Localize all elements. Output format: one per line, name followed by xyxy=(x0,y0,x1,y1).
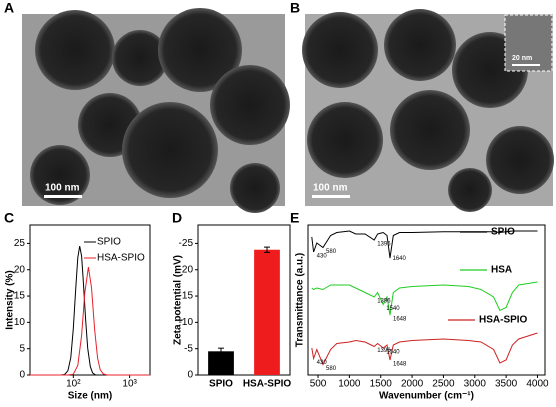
peak-annotation: 1396 xyxy=(377,348,391,354)
legend-label: SPIO xyxy=(97,237,121,248)
x-tick-label: 500 xyxy=(310,379,327,390)
x-tick-label: 10³ xyxy=(122,379,137,390)
tem-image-a: 100 nm xyxy=(22,8,290,213)
legend-label: HSA-SPIO xyxy=(479,315,528,326)
spectrum-line xyxy=(311,230,538,259)
y-tick-label: -10 xyxy=(179,317,194,328)
panel-label: D xyxy=(172,210,182,226)
chart-spectrum: E 500 1000 1500 2000 2500 3000 3500 4000 Wavenumb… xyxy=(290,210,549,402)
chart-line: C 0 5 10 15 20 25 10² 10³ Size (nm) Intensity (%) S… xyxy=(4,210,151,402)
x-tick-label: 2500 xyxy=(432,379,455,390)
x-tick-label: 10² xyxy=(66,379,81,390)
peak-annotation: 580 xyxy=(326,366,337,372)
y-tick-label: -5 xyxy=(184,343,193,354)
y-tick-label: 15 xyxy=(14,291,26,302)
scale-bar-label: 100 nm xyxy=(45,183,80,194)
peak-annotation: 1648 xyxy=(393,362,407,368)
y-tick-label: 0 xyxy=(19,370,25,381)
legend-label: HSA xyxy=(491,265,512,276)
spectrum-line xyxy=(311,281,538,316)
x-tick-label: 3500 xyxy=(495,379,518,390)
x-axis-label: Wavenumber (cm⁻¹) xyxy=(379,391,474,402)
plot-frame xyxy=(29,224,151,376)
peak-annotation: 1396 xyxy=(377,299,391,305)
spectrum-line xyxy=(311,332,538,366)
x-tick-label: HSA-SPIO xyxy=(243,379,292,390)
y-tick-label: -20 xyxy=(179,264,194,275)
y-axis-label: Transmittance (a.u.) xyxy=(295,253,306,347)
series-line xyxy=(30,246,150,376)
y-axis-label: Intensity (%) xyxy=(5,270,16,329)
x-tick-label: 2000 xyxy=(401,379,424,390)
peak-annotation: 1648 xyxy=(393,317,407,323)
panel-label: B xyxy=(290,0,300,16)
legend-label: HSA-SPIO xyxy=(97,253,145,264)
peak-annotation: 430 xyxy=(317,360,328,366)
peak-annotation: 1540 xyxy=(386,306,400,312)
y-tick-label: 20 xyxy=(14,264,26,275)
x-tick-label: SPIO xyxy=(209,379,233,390)
bar xyxy=(254,249,280,375)
y-tick-label: -15 xyxy=(179,291,194,302)
y-axis-label: Zeta potential (mV) xyxy=(173,255,184,345)
y-tick-label: 25 xyxy=(14,238,26,249)
peak-annotation: 1396 xyxy=(377,242,391,248)
plot-frame xyxy=(307,224,546,376)
tem-image-b: 20 nm 100 nm xyxy=(302,9,554,212)
y-tick-label: 0 xyxy=(187,370,193,381)
x-tick-label: 1000 xyxy=(338,379,361,390)
panel-label: E xyxy=(290,210,299,226)
peak-annotation: 430 xyxy=(317,254,328,260)
x-tick-label: 1500 xyxy=(370,379,393,390)
x-tick-label: 3000 xyxy=(464,379,487,390)
chart-bar: D 0 -5 -10 -15 -20 -25 Zeta potential (mV) SPIO H… xyxy=(172,210,291,390)
inset-scale-bar-label: 20 nm xyxy=(512,55,532,62)
peak-annotation: 1540 xyxy=(386,350,400,356)
bar xyxy=(208,351,234,375)
panel-label: A xyxy=(4,0,14,16)
peak-annotation: 580 xyxy=(326,249,337,255)
y-tick-label: -25 xyxy=(179,238,194,249)
panel-label: C xyxy=(4,210,14,226)
peak-annotation: 1640 xyxy=(393,256,407,262)
y-tick-label: 10 xyxy=(14,317,26,328)
legend-label: SPIO xyxy=(491,227,515,238)
series-line xyxy=(30,267,150,376)
x-tick-label: 4000 xyxy=(526,379,549,390)
plot-frame xyxy=(197,224,291,376)
x-axis-label: Size (nm) xyxy=(68,391,112,402)
scale-bar-label: 100 nm xyxy=(313,183,348,194)
y-tick-label: 5 xyxy=(19,343,25,354)
